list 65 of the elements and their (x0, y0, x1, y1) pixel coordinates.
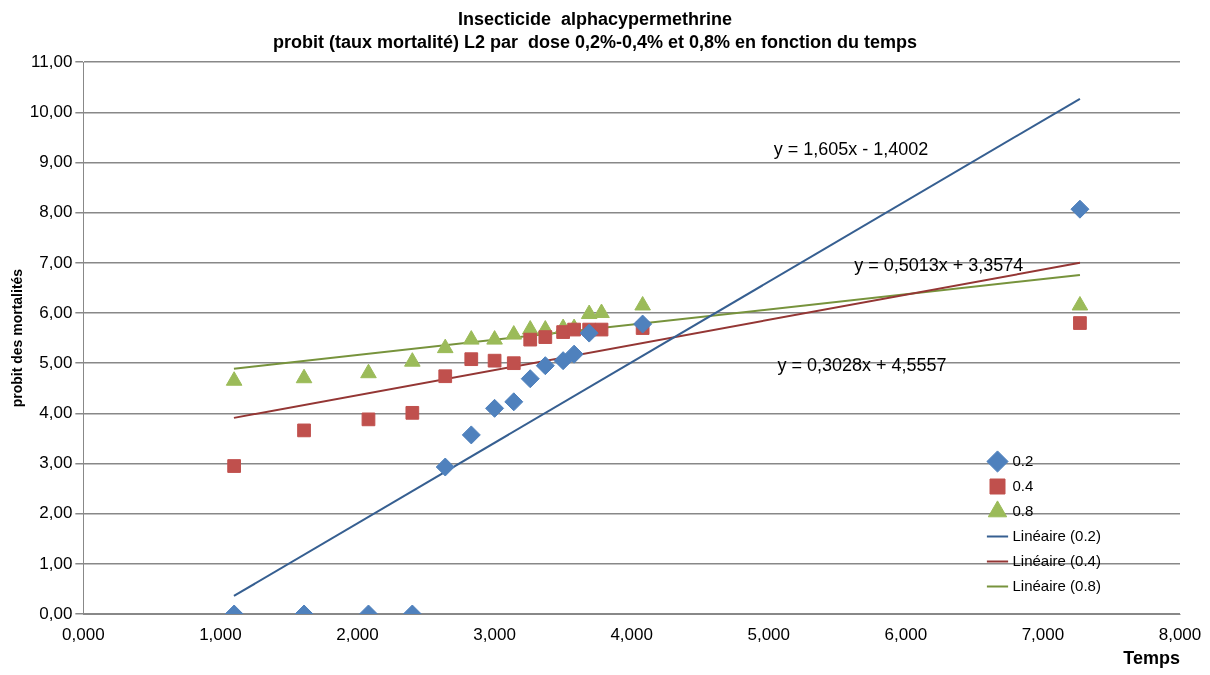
point (360, 363, 377, 379)
x-axis-title: Temps (1123, 648, 1180, 669)
point (564, 344, 584, 364)
point (580, 304, 598, 320)
y-tick-label: 0,00 (39, 603, 73, 623)
legend-label: 0.8 (1012, 501, 1034, 519)
point (361, 412, 376, 427)
point (535, 356, 555, 376)
y-tick-label: 9,00 (39, 152, 73, 172)
y-tick-label: 5,00 (39, 352, 73, 372)
annotation: y = 1,605x - 1,4002 (773, 139, 929, 160)
legend-label: 0.2 (1012, 451, 1034, 469)
y-tick-label: 11,00 (31, 51, 73, 71)
point (436, 338, 454, 354)
point (538, 330, 553, 344)
legend-label: Linéaire (0.8) (1012, 576, 1101, 594)
point (464, 352, 479, 367)
y-tick-label: 2,00 (39, 503, 73, 523)
legend-label: Linéaire (0.4) (1012, 551, 1101, 569)
point (553, 351, 573, 371)
point (486, 330, 503, 345)
x-tick-label: 2,000 (336, 624, 379, 644)
x-tick-label: 0,000 (62, 624, 105, 644)
point (225, 371, 243, 386)
y-tick-label: 8,00 (39, 202, 73, 222)
point (579, 323, 599, 343)
point (523, 332, 538, 347)
annotation: y = 0,3028x + 4,5557 (777, 354, 947, 375)
y-tick-label: 3,00 (39, 453, 73, 473)
chart-subtitle: probit (taux mortalité) L2 par dose 0,2%-0,4% et 0,8% en fonction du temps (272, 32, 918, 53)
point (567, 322, 581, 337)
point (505, 325, 523, 340)
point (485, 398, 505, 418)
point (295, 368, 313, 384)
y-tick-label: 7,00 (39, 252, 73, 272)
y-tick-label: 4,00 (39, 403, 73, 423)
point (462, 330, 480, 345)
point (504, 392, 524, 412)
x-tick-label: 8,000 (1158, 624, 1202, 644)
x-tick-label: 4,000 (610, 624, 653, 644)
point (633, 314, 653, 334)
x-tick-label: 7,000 (1021, 624, 1065, 644)
point (1070, 199, 1090, 219)
x-tick-label: 6,000 (884, 624, 928, 644)
point (506, 356, 521, 371)
legend-label: Linéaire (0.2) (1012, 526, 1101, 544)
point (593, 303, 610, 319)
point (461, 425, 481, 445)
point (487, 353, 502, 368)
point (404, 352, 421, 367)
x-tick-label: 5,000 (747, 624, 791, 644)
point (297, 423, 311, 438)
legend-label: 0.4 (1012, 476, 1034, 494)
y-tick-label: 6,00 (39, 302, 73, 322)
y-tick-label: 1,00 (39, 553, 73, 573)
annotation: y = 0,5013x + 3,3574 (854, 255, 1024, 276)
point (438, 369, 453, 384)
point (520, 369, 540, 389)
point (1073, 316, 1087, 330)
y-axis-title: probit des mortalités (9, 268, 26, 408)
chart-title: Insecticide alphacypermethrine (457, 8, 733, 29)
x-tick-label: 1,000 (199, 624, 242, 644)
y-tick-label: 10,00 (29, 102, 73, 122)
x-tick-label: 3,000 (473, 624, 516, 644)
point (405, 405, 420, 420)
